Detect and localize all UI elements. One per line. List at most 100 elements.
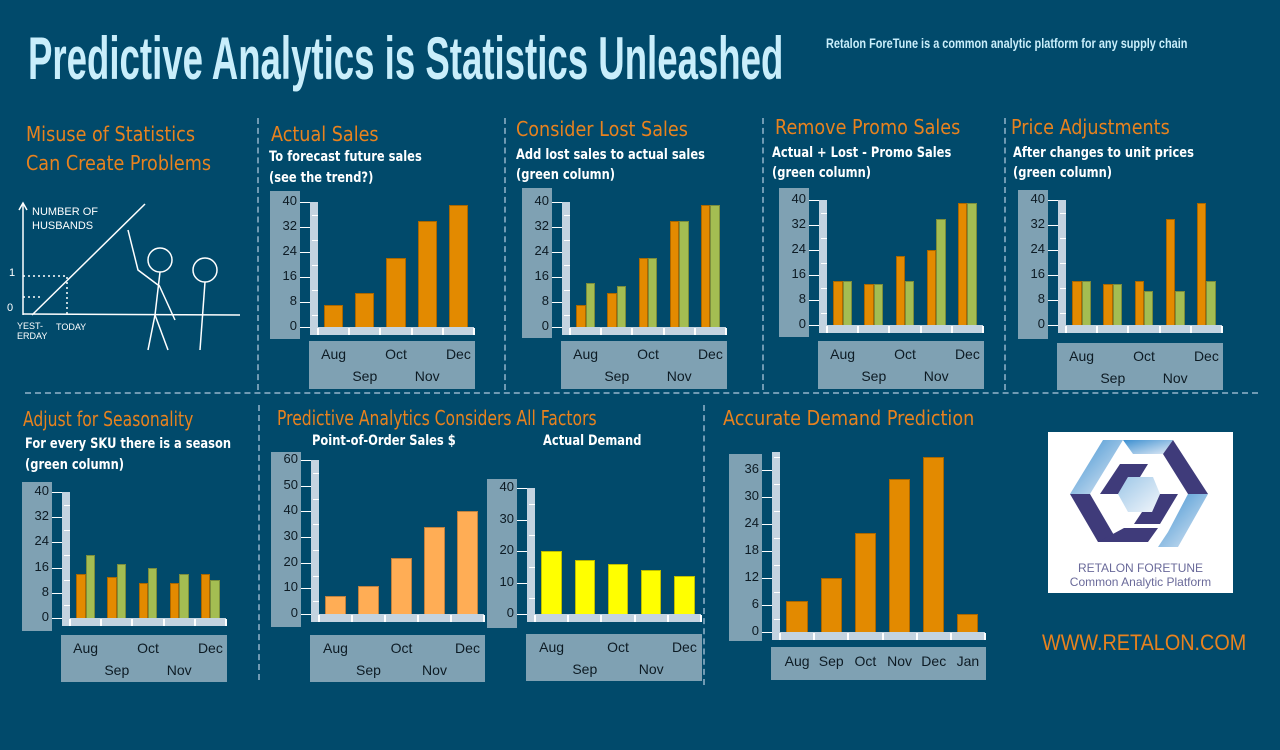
section-title: Adjust for Seasonality [23,407,194,431]
y-tick [52,517,62,519]
y-tick [300,277,310,278]
x-tick [351,615,353,622]
y-minor-tick [313,498,319,500]
y-minor-tick [774,591,780,593]
y-tick-label: 0 [541,318,549,333]
stick-figure-arm [158,284,176,321]
y-tick-label: 0 [798,316,806,331]
cartoon-arrow [18,201,28,211]
x-tick [450,615,452,622]
y-tick-label: 24 [744,515,759,530]
bar-sep [1112,284,1123,325]
y-tick [301,537,311,538]
y-tick-label: 18 [744,542,759,557]
x-axis-panel [61,635,227,682]
y-minor-tick [564,314,570,316]
x-tick [1189,326,1192,333]
y-minor-tick [564,264,570,266]
x-tick [662,328,665,335]
y-minor-tick [1060,287,1066,289]
x-tick [693,328,696,335]
section-subtitle: (green column) [1013,165,1113,181]
y-tick [552,202,562,203]
x-tick [473,328,475,335]
x-tick-label: Nov [166,662,192,678]
y-tick [1048,250,1058,251]
x-tick-label: Oct [137,640,159,656]
x-tick-label: Sep [1100,370,1126,386]
x-tick-label: Sep [818,653,844,669]
bar-nov [1165,218,1176,325]
y-tick-label: 24 [534,243,549,258]
y-tick [301,614,311,615]
x-tick [725,328,727,335]
y-tick [1048,225,1058,226]
y-tick [552,302,562,303]
stick-figure-body [147,271,161,351]
y-tick [1048,275,1058,276]
section-subtitle: Actual + Lost - Promo Sales [772,145,952,161]
x-tick [483,615,485,622]
y-minor-tick [1060,312,1066,314]
bar-aug [833,281,843,325]
y-tick [552,327,562,328]
bar-oct [895,256,905,325]
divider [257,118,259,390]
y-minor-tick [774,483,780,485]
cartoon-label: HUSBANDS [32,220,93,232]
y-tick-label: 16 [534,268,549,283]
bar-aug [85,555,95,618]
y-tick-label: 10 [499,573,514,589]
y-tick [301,588,311,590]
y-axis [527,488,535,622]
section-title: Price Adjustments [1011,115,1170,139]
divider [258,405,260,680]
x-tick-label: Sep [604,368,630,384]
bar-nov [926,250,937,325]
website-link[interactable]: WWW.RETALON.COM [1042,630,1247,655]
y-tick-label: 0 [41,609,49,624]
y-tick [300,202,310,203]
bar-nov [417,220,437,327]
y-tick [517,582,527,584]
y-tick-label: 0 [1037,316,1045,331]
y-axis-panel [22,482,52,631]
section-title: Actual Sales [271,122,379,146]
x-tick-label: Aug [73,640,99,656]
x-tick [100,619,103,626]
stick-figure-body [199,281,206,351]
bar-aug [323,305,344,327]
y-tick [809,225,819,226]
x-tick [534,615,536,622]
x-tick [633,615,636,622]
bar-dec [923,456,945,632]
stick-figure-head [147,247,173,273]
x-tick [69,619,71,626]
x-tick-label: Aug [573,346,599,362]
x-tick-label: Aug [539,639,565,655]
bar-oct [138,583,148,618]
x-tick [700,615,702,622]
y-tick-label: 30 [744,488,759,503]
bar-sep [358,585,379,614]
x-tick-label: Nov [638,661,664,677]
x-tick [348,328,351,335]
x-tick-label: Nov [923,368,949,384]
bar-nov [888,479,911,632]
y-tick-label: 30 [283,528,298,543]
x-tick [384,615,386,622]
y-axis [819,200,827,333]
bar-dec [1206,281,1216,325]
bar-oct [1144,290,1154,325]
x-tick-label: Oct [854,653,877,669]
y-tick-label: 6 [751,596,759,611]
y-axis-panel [729,454,762,641]
y-axis-panel [1018,190,1048,339]
stick-figure-head [192,257,218,283]
y-tick [300,227,310,228]
x-tick [379,328,382,335]
bar-dec [210,580,220,618]
x-tick [1065,326,1067,333]
y-minor-tick [312,314,318,316]
x-tick-label: Aug [784,653,810,669]
